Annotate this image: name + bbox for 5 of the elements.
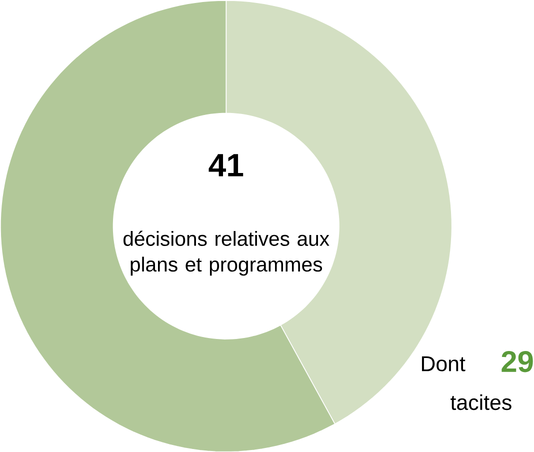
text: tacites — [450, 394, 512, 410]
text: 29 — [502, 350, 533, 372]
text: Dont — [422, 356, 466, 372]
text: 41 — [208, 154, 244, 176]
text: décisions relatives aux plans et programmes — [124, 230, 330, 276]
